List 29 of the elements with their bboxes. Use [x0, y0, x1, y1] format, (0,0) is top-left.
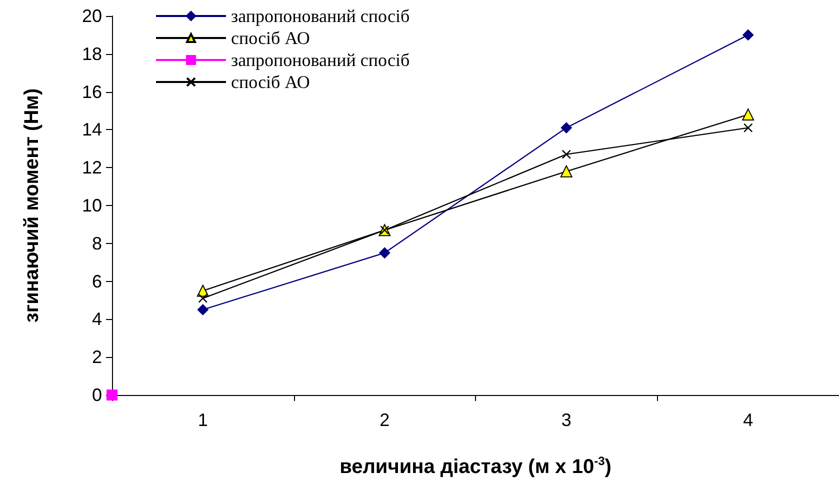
- point: [197, 304, 208, 316]
- y-tick-label: 2: [92, 347, 102, 368]
- y-tick-label: 0: [92, 385, 102, 405]
- point: [742, 108, 754, 121]
- y-tick-label: 18: [82, 44, 102, 64]
- point: [560, 122, 572, 134]
- legend-label: запропонований спосіб: [231, 6, 410, 26]
- point: [379, 247, 390, 258]
- y-tick-label: 4: [92, 309, 102, 330]
- x-tick-label: 2: [380, 410, 390, 430]
- x-tick-label: 3: [561, 410, 572, 430]
- y-tick-label: 8: [92, 233, 102, 254]
- point: [742, 29, 754, 40]
- legend-label: спосіб АО: [231, 28, 310, 48]
- y-tick-label: 14: [82, 120, 102, 140]
- legend-label: спосіб АО: [231, 72, 310, 92]
- point: [744, 123, 753, 132]
- x-tick-label: 4: [743, 410, 754, 430]
- y-tick-label: 10: [82, 196, 102, 216]
- y-tick-label: 6: [92, 271, 102, 292]
- x-tick-label: 1: [198, 410, 208, 430]
- point: [198, 294, 208, 303]
- y-tick-label: 16: [82, 82, 102, 102]
- y-tick-label: 20: [82, 6, 102, 26]
- y-axis-title: згинаючий момент (Нм): [21, 88, 43, 323]
- legend-label: запропонований спосіб: [231, 50, 410, 70]
- y-tick-label: 12: [82, 158, 102, 178]
- point: [560, 165, 572, 178]
- point: [562, 150, 571, 159]
